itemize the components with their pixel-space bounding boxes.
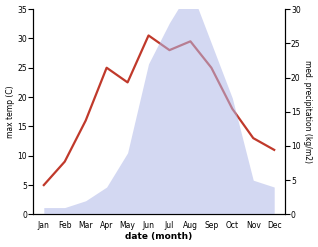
X-axis label: date (month): date (month) <box>125 232 193 242</box>
Y-axis label: med. precipitation (kg/m2): med. precipitation (kg/m2) <box>303 60 313 163</box>
Y-axis label: max temp (C): max temp (C) <box>5 85 15 138</box>
